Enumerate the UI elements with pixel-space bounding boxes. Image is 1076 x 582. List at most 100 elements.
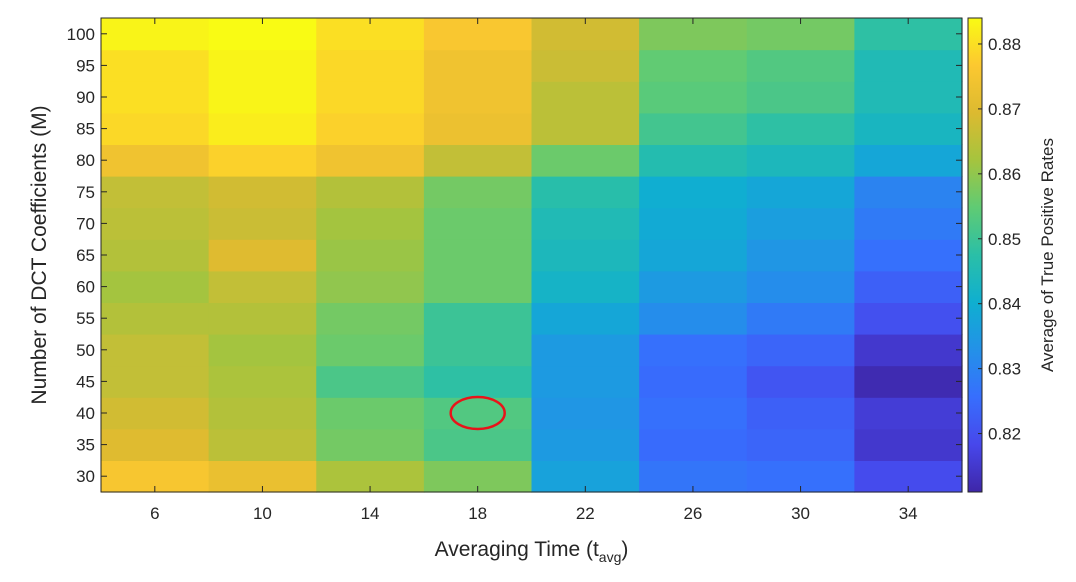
heatmap-cell [208, 334, 317, 367]
heatmap-cell [208, 428, 317, 461]
heatmap-cell [854, 428, 963, 461]
heatmap-cell [208, 207, 317, 240]
heatmap-cell [101, 239, 210, 272]
heatmap-cell [101, 334, 210, 367]
heatmap-cell [208, 144, 317, 177]
colorbar-tick-label: 0.85 [988, 230, 1021, 249]
heatmap-cell [316, 176, 425, 209]
x-tick-label: 10 [253, 504, 272, 523]
y-tick-label: 55 [76, 309, 95, 328]
heatmap-cell [639, 112, 748, 145]
colorbar-tick-label: 0.86 [988, 165, 1021, 184]
heatmap-cell [423, 176, 533, 209]
heatmap-cell [639, 397, 748, 430]
heatmap-cell [316, 397, 425, 430]
heatmap-cell [531, 144, 640, 177]
heatmap-cell [316, 144, 425, 177]
heatmap-cell [854, 302, 963, 335]
colorbar [967, 17, 983, 493]
heatmap-cell [423, 112, 533, 145]
heatmap-cell [531, 207, 640, 240]
heatmap-cell [316, 239, 425, 272]
colorbar-ticks: 0.82 0.83 0.84 0.85 0.86 0.87 0.88 [978, 35, 1021, 444]
heatmap-cell [423, 334, 533, 367]
heatmap-cell [316, 302, 425, 335]
heatmap-cell [101, 112, 210, 145]
heatmap-cell [208, 365, 317, 398]
heatmap-cell [208, 302, 317, 335]
heatmap-cells [101, 18, 963, 493]
heatmap-cell [101, 49, 210, 82]
y-axis-title: Number of DCT Coefficients (M) [28, 105, 51, 404]
heatmap-cell [208, 239, 317, 272]
y-tick-label: 35 [76, 436, 95, 455]
heatmap-cell [746, 49, 855, 82]
heatmap-cell [208, 112, 317, 145]
heatmap-cell [101, 207, 210, 240]
x-tick-label: 34 [899, 504, 918, 523]
heatmap-cell [854, 81, 963, 114]
heatmap-cell [208, 176, 317, 209]
heatmap-cell [423, 239, 533, 272]
heatmap-cell [854, 49, 963, 82]
y-tick-label: 40 [76, 404, 95, 423]
highlight-ellipse [449, 395, 506, 431]
heatmap-cell [746, 365, 855, 398]
heatmap-cell [423, 365, 533, 398]
heatmap-cell [423, 144, 533, 177]
heatmap-cell [746, 239, 855, 272]
heatmap-cell [854, 239, 963, 272]
y-tick-label: 50 [76, 341, 95, 360]
heatmap-cell [316, 334, 425, 367]
heatmap-cell [208, 49, 317, 82]
heatmap-cell [854, 176, 963, 209]
heatmap-cell [423, 428, 533, 461]
heatmap-cell [746, 81, 855, 114]
y-tick-label: 90 [76, 88, 95, 107]
heatmap-cell [639, 207, 748, 240]
heatmap-cell [854, 365, 963, 398]
heatmap-cell [746, 112, 855, 145]
heatmap-cell [101, 176, 210, 209]
heatmap-cell [531, 112, 640, 145]
heatmap-cell [639, 49, 748, 82]
heatmap-cell [423, 49, 533, 82]
heatmap-cell [316, 207, 425, 240]
heatmap-cell [639, 428, 748, 461]
x-axis-title-close: ) [621, 538, 628, 561]
heatmap-cell [639, 270, 748, 303]
heatmap-cell [746, 397, 855, 430]
y-tick-label: 60 [76, 278, 95, 297]
heatmap-cell [316, 365, 425, 398]
heatmap-cell [854, 334, 963, 367]
heatmap-cell [101, 428, 210, 461]
heatmap-cell [316, 112, 425, 145]
heatmap-cell [854, 397, 963, 430]
heatmap-cell [101, 81, 210, 114]
heatmap-cell [854, 207, 963, 240]
y-tick-label: 85 [76, 120, 95, 139]
y-tick-label: 30 [76, 467, 95, 486]
heatmap-cell [531, 176, 640, 209]
heatmap-cell [854, 112, 963, 145]
heatmap-cell [316, 81, 425, 114]
heatmap-cell [531, 302, 640, 335]
heatmap-cell [639, 144, 748, 177]
heatmap-cell [101, 144, 210, 177]
heatmap-cell [531, 49, 640, 82]
heatmap-cell [531, 365, 640, 398]
colorbar-tick-label: 0.88 [988, 35, 1021, 54]
heatmap-cell [746, 270, 855, 303]
heatmap-cell [101, 270, 210, 303]
colorbar-title: Average of True Positive Rates [1038, 138, 1057, 372]
heatmap-cell [101, 397, 210, 430]
colorbar-tick-label: 0.83 [988, 360, 1021, 379]
heatmap-cell [101, 365, 210, 398]
x-tick-label: 14 [361, 504, 380, 523]
y-tick-label: 45 [76, 372, 95, 391]
heatmap-cell [639, 81, 748, 114]
heatmap-cell [854, 270, 963, 303]
heatmap-cell [639, 365, 748, 398]
heatmap-cell [316, 49, 425, 82]
